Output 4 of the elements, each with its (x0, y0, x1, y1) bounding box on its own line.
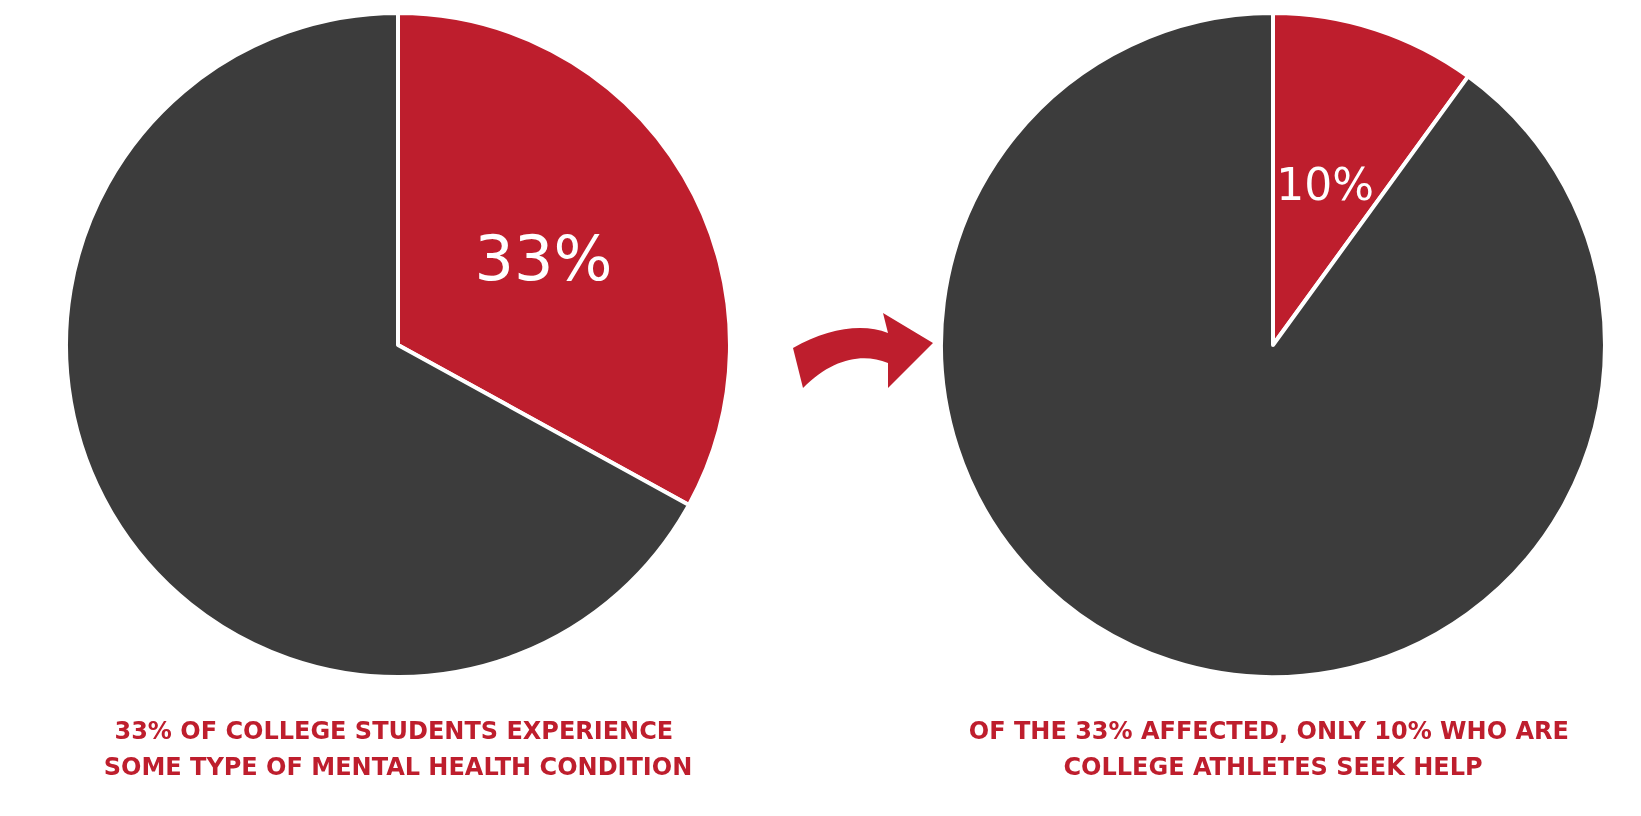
text: OF THE 33% AFFECTED, ONLY 10% WHO ARE COLLEGE ATHLETES SEEK HELP (968, 717, 1578, 781)
text: 33% OF COLLEGE STUDENTS EXPERIENCE SOME TYPE OF MENTAL HEALTH CONDITION (103, 717, 693, 781)
data-label: 10% (1276, 158, 1375, 210)
data-label: 33% (474, 222, 613, 296)
